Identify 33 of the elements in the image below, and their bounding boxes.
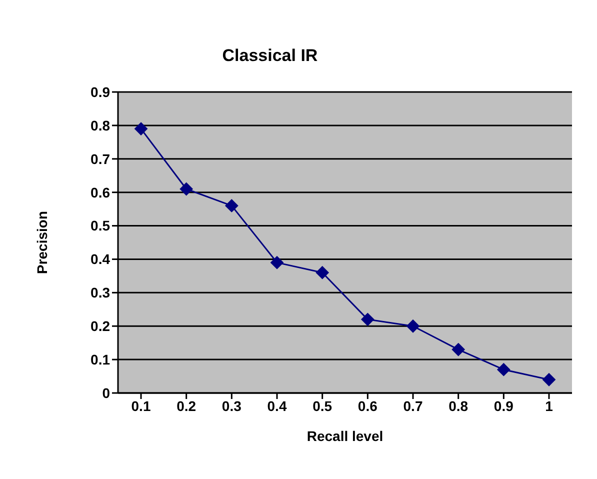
point — [270, 256, 284, 270]
y-tick-label: 0.2 — [90, 318, 110, 334]
x-tick-label: 0.3 — [222, 398, 242, 414]
chart-title: Classical IR — [221, 46, 319, 66]
x-tick-label: 0.9 — [494, 398, 514, 414]
point — [361, 312, 374, 326]
x-tick-label: 0.7 — [403, 398, 423, 414]
point — [134, 122, 148, 136]
point — [180, 182, 193, 196]
x-tick-label: 0.2 — [176, 398, 196, 414]
y-tick-label: 0.5 — [90, 218, 110, 234]
y-tick-label: 0.8 — [90, 117, 110, 134]
point — [225, 199, 238, 212]
point — [452, 343, 465, 356]
x-axis-title: Recall level — [306, 428, 384, 444]
x-tick-label: 0.5 — [312, 398, 332, 414]
y-axis-title: Precision — [34, 210, 50, 274]
y-tick-label: 0.7 — [90, 150, 110, 167]
point — [497, 363, 510, 376]
y-tick-label: 0.3 — [90, 284, 110, 301]
y-tick-label: 0.4 — [90, 251, 110, 268]
y-tick-label: 0 — [102, 384, 110, 401]
x-tick-label: 0.1 — [131, 398, 151, 414]
y-tick-label: 0.9 — [90, 84, 110, 100]
point — [542, 373, 556, 386]
point — [406, 320, 420, 333]
x-tick-label: 0.8 — [448, 398, 468, 414]
x-tick-label: 0.4 — [267, 398, 287, 414]
y-tick-label: 0.6 — [90, 184, 110, 200]
x-tick-label: 1 — [545, 398, 554, 414]
point — [316, 266, 329, 280]
y-tick-label: 0.1 — [90, 352, 110, 368]
x-tick-label: 0.6 — [358, 398, 378, 414]
